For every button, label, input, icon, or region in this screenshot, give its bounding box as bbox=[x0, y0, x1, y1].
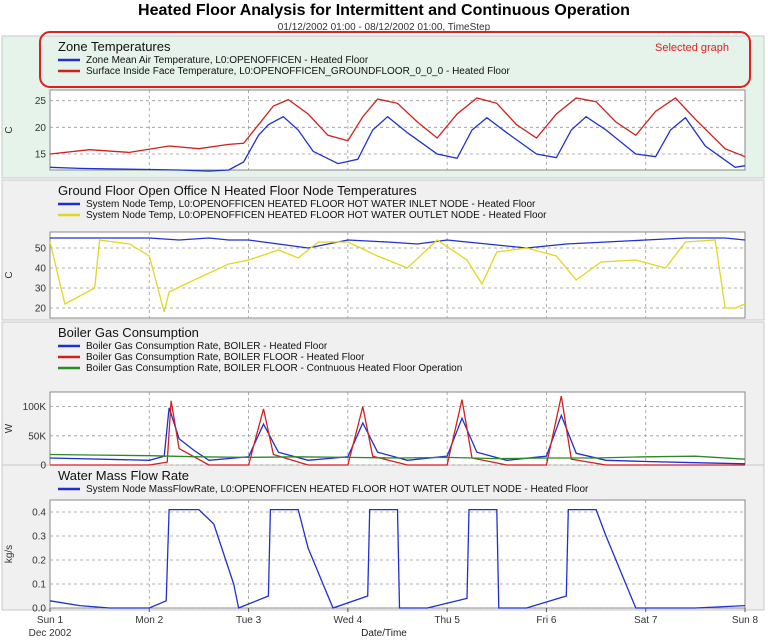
series-line bbox=[50, 237, 746, 249]
series-line bbox=[49, 407, 746, 465]
y-axis-label: C bbox=[4, 126, 15, 133]
y-tick-label: 0 bbox=[40, 461, 46, 472]
y-axis-label: C bbox=[4, 271, 15, 278]
panel-title: Ground Floor Open Office N Heated Floor … bbox=[58, 183, 417, 198]
y-tick-label: 15 bbox=[35, 150, 47, 161]
y-tick-label: 50K bbox=[28, 431, 46, 442]
x-tick-label: Fri 6 bbox=[536, 615, 556, 626]
panel-title: Water Mass Flow Rate bbox=[58, 468, 189, 483]
legend-entry: Boiler Gas Consumption Rate, BOILER FLOO… bbox=[86, 363, 462, 374]
x-tick-label: Sun 1 bbox=[37, 615, 64, 626]
y-tick-label: 20 bbox=[35, 123, 47, 134]
x-tick-label: Wed 4 bbox=[333, 615, 362, 626]
y-tick-label: 100K bbox=[23, 402, 47, 413]
x-axis-label: Date/Time bbox=[361, 628, 407, 639]
y-tick-label: 40 bbox=[35, 264, 47, 275]
x-tick-label: Mon 2 bbox=[135, 615, 163, 626]
y-tick-label: 0.0 bbox=[32, 604, 46, 615]
y-tick-label: 0.2 bbox=[32, 556, 46, 567]
chart-subtitle: 01/12/2002 01:00 - 08/12/2002 01:00, Tim… bbox=[277, 22, 491, 33]
x-tick-label: Tue 3 bbox=[236, 615, 262, 626]
y-axis-label: W bbox=[4, 423, 15, 433]
y-tick-label: 0.3 bbox=[32, 532, 46, 543]
y-tick-label: 0.1 bbox=[32, 580, 46, 591]
x-axis-sublabel: Dec 2002 bbox=[29, 628, 72, 639]
series-line bbox=[49, 115, 746, 172]
y-tick-label: 0.4 bbox=[32, 508, 46, 519]
series-line bbox=[50, 395, 745, 466]
plot-area bbox=[49, 391, 746, 466]
plot-area bbox=[49, 89, 746, 171]
legend-entry: Zone Mean Air Temperature, L0:OPENOFFICE… bbox=[86, 55, 369, 66]
selected-graph-outline bbox=[39, 31, 751, 88]
y-tick-label: 50 bbox=[35, 244, 47, 255]
series-line bbox=[49, 453, 746, 460]
series-line bbox=[49, 97, 746, 158]
legend-entry: Boiler Gas Consumption Rate, BOILER FLOO… bbox=[86, 352, 365, 363]
series-line bbox=[49, 239, 746, 313]
legend-entry: System Node Temp, L0:OPENOFFICEN HEATED … bbox=[86, 210, 547, 221]
y-axis-label: kg/s bbox=[4, 545, 15, 563]
y-tick-label: 25 bbox=[35, 96, 47, 107]
legend-entry: Surface Inside Face Temperature, L0:OPEN… bbox=[86, 66, 511, 77]
y-tick-label: 30 bbox=[35, 284, 47, 295]
chart-title: Heated Floor Analysis for Intermittent a… bbox=[138, 2, 630, 19]
panel-title: Zone Temperatures bbox=[58, 39, 171, 54]
legend-entry: System Node MassFlowRate, L0:OPENOFFICEN… bbox=[86, 484, 589, 495]
x-tick-label: Sat 7 bbox=[634, 615, 658, 626]
legend-entry: Boiler Gas Consumption Rate, BOILER - He… bbox=[86, 341, 328, 352]
legend-entry: System Node Temp, L0:OPENOFFICEN HEATED … bbox=[86, 199, 536, 210]
series-line bbox=[49, 508, 746, 609]
x-tick-label: Sun 8 bbox=[732, 615, 759, 626]
panel-title: Boiler Gas Consumption bbox=[58, 325, 199, 340]
y-tick-label: 20 bbox=[35, 304, 47, 315]
selected-graph-label: Selected graph bbox=[655, 42, 729, 54]
x-tick-label: Thu 5 bbox=[434, 615, 460, 626]
